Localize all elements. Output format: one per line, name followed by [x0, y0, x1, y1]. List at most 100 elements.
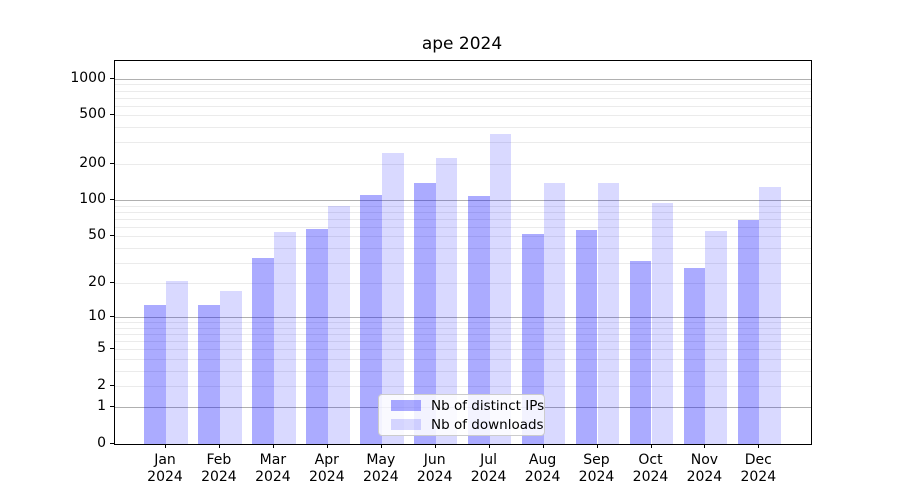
- x-tick-mark: [542, 444, 544, 448]
- x-tick-year: 2024: [632, 469, 669, 485]
- gridline-minor: [115, 115, 811, 117]
- x-tick-year: 2024: [686, 469, 723, 485]
- bar-downloads-nov: [705, 231, 728, 444]
- y-tick-mark: [110, 282, 114, 284]
- x-tick-month: Nov: [690, 452, 719, 468]
- x-tick-mark: [596, 444, 598, 448]
- bar-distinct-ips-may: [360, 195, 382, 444]
- x-tick-label-jul: Jul 2024: [457, 452, 521, 486]
- bar-downloads-jan: [166, 280, 188, 444]
- bar-downloads-jun: [435, 158, 458, 444]
- gridline-minor: [115, 385, 811, 387]
- legend-label-downloads: Nb of downloads: [431, 416, 544, 433]
- x-tick-label-sep: Sep 2024: [565, 452, 629, 486]
- x-tick-label-may: May 2024: [349, 452, 413, 486]
- x-tick-label-mar: Mar 2024: [241, 452, 305, 486]
- x-tick-mark: [272, 444, 274, 448]
- plot-area: [114, 60, 812, 445]
- bar-downloads-oct: [651, 203, 674, 444]
- legend: Nb of distinct IPs Nb of downloads: [378, 394, 545, 436]
- x-tick-month: Oct: [638, 452, 663, 468]
- gridline-minor: [115, 218, 811, 220]
- bar-downloads-jul: [489, 133, 512, 444]
- gridline-minor: [115, 283, 811, 285]
- y-tick-label-10: 10: [88, 308, 106, 325]
- x-tick-month: Apr: [314, 452, 339, 468]
- bar-distinct-ips-jan: [144, 304, 166, 444]
- gridline-minor: [115, 349, 811, 351]
- bar-downloads-dec: [759, 187, 782, 444]
- x-tick-year: 2024: [362, 469, 399, 485]
- bar-distinct-ips-apr: [306, 229, 328, 444]
- x-tick-year: 2024: [308, 469, 345, 485]
- gridline-minor: [115, 97, 811, 99]
- gridline-minor: [115, 142, 811, 144]
- gridline-major: [115, 317, 811, 319]
- legend-entry-downloads: Nb of downloads: [387, 418, 544, 432]
- bar-distinct-ips-jul: [467, 195, 490, 444]
- x-tick-month: Feb: [206, 452, 232, 468]
- bar-downloads-feb: [219, 291, 242, 444]
- x-tick-month: Aug: [528, 452, 557, 468]
- y-tick-label-500: 500: [79, 106, 106, 123]
- y-tick-label-2: 2: [97, 376, 106, 393]
- x-tick-month: Jul: [480, 452, 498, 468]
- x-tick-label-dec: Dec 2024: [726, 452, 790, 486]
- x-tick-mark: [165, 444, 166, 448]
- y-tick-mark: [110, 77, 114, 79]
- y-tick-mark: [110, 316, 114, 318]
- x-tick-year: 2024: [470, 469, 507, 485]
- y-tick-label-200: 200: [79, 154, 106, 171]
- y-tick-label-50: 50: [88, 227, 106, 244]
- x-tick-mark: [758, 444, 760, 448]
- x-tick-year: 2024: [740, 469, 777, 485]
- x-tick-year: 2024: [578, 469, 615, 485]
- x-tick-mark: [380, 444, 382, 448]
- bar-downloads-sep: [597, 182, 620, 444]
- bar-distinct-ips-jun: [413, 183, 436, 444]
- x-tick-mark: [704, 444, 706, 448]
- gridline-minor: [115, 105, 811, 107]
- y-tick-mark: [110, 235, 114, 237]
- bar-distinct-ips-mar: [252, 257, 274, 444]
- x-tick-month: Mar: [259, 452, 287, 468]
- bar-downloads-apr: [327, 206, 350, 444]
- y-tick-label-1000: 1000: [70, 69, 106, 86]
- gridline-major: [115, 200, 811, 202]
- y-tick-mark: [110, 162, 114, 164]
- gridline-minor: [115, 262, 811, 264]
- y-tick-mark: [110, 114, 114, 116]
- gridline-minor: [115, 247, 811, 249]
- gridline-minor: [115, 226, 811, 228]
- gridline-minor: [115, 341, 811, 343]
- legend-swatch-downloads: [391, 419, 421, 430]
- y-tick-mark: [110, 406, 114, 408]
- x-tick-label-oct: Oct 2024: [619, 452, 683, 486]
- y-tick-mark: [110, 443, 114, 444]
- y-tick-label-0: 0: [97, 435, 106, 451]
- gridline-minor: [115, 84, 811, 86]
- x-tick-mark: [488, 444, 490, 448]
- y-tick-label-1: 1: [97, 398, 106, 415]
- legend-swatch-distinct-ips: [391, 400, 421, 411]
- x-tick-year: 2024: [524, 469, 561, 485]
- y-tick-mark: [110, 384, 114, 386]
- x-tick-year: 2024: [255, 469, 291, 485]
- x-tick-year: 2024: [416, 469, 453, 485]
- gridline-minor: [115, 327, 811, 329]
- bar-downloads-aug: [543, 182, 566, 444]
- gridline-minor: [115, 205, 811, 207]
- y-tick-mark: [110, 348, 114, 350]
- x-tick-month: Dec: [744, 452, 772, 468]
- x-tick-month: Sep: [583, 452, 610, 468]
- bar-distinct-ips-nov: [683, 267, 706, 444]
- gridline-major: [115, 78, 811, 80]
- y-tick-label-20: 20: [88, 274, 106, 291]
- x-tick-label-nov: Nov 2024: [672, 452, 736, 486]
- y-tick-label-5: 5: [97, 340, 106, 357]
- legend-label-distinct-ips: Nb of distinct IPs: [431, 397, 545, 414]
- x-tick-mark: [434, 444, 436, 448]
- x-tick-year: 2024: [147, 469, 183, 485]
- x-tick-mark: [650, 444, 652, 448]
